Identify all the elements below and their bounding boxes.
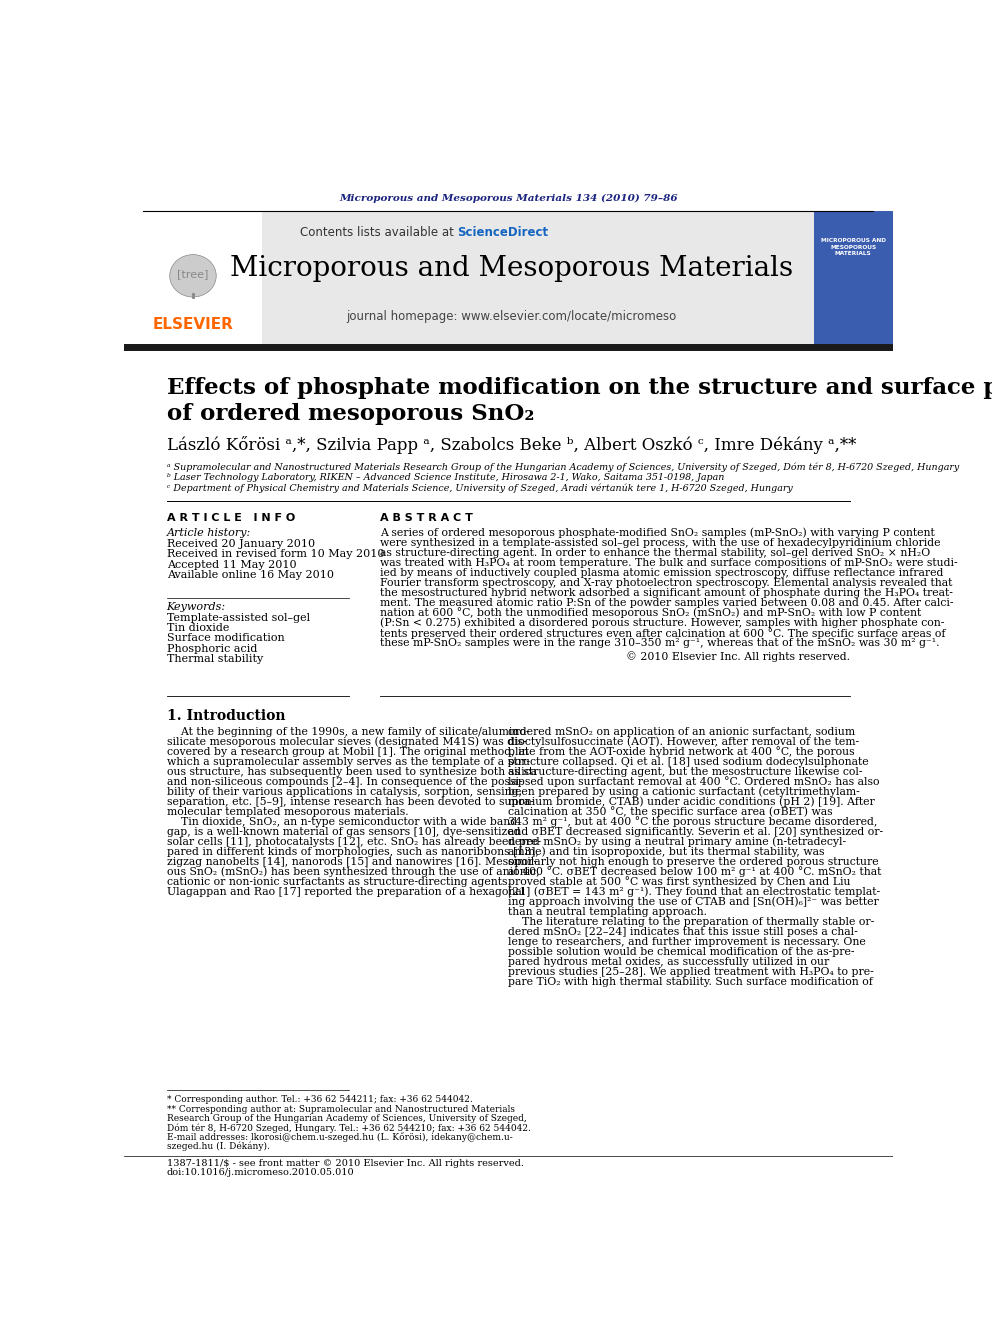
Text: Thermal stability: Thermal stability xyxy=(167,655,263,664)
Text: solar cells [11], photocatalysts [12], etc. SnO₂ has already been pre-: solar cells [11], photocatalysts [12], e… xyxy=(167,836,541,847)
Text: journal homepage: www.elsevier.com/locate/micromeso: journal homepage: www.elsevier.com/locat… xyxy=(346,310,677,323)
Bar xyxy=(124,212,262,345)
Text: separation, etc. [5–9], intense research has been devoted to supra-: separation, etc. [5–9], intense research… xyxy=(167,796,534,807)
Text: these mP-SnO₂ samples were in the range 310–350 m² g⁻¹, whereas that of the mSnO: these mP-SnO₂ samples were in the range … xyxy=(380,638,939,648)
Text: (P:Sn < 0.275) exhibited a disordered porous structure. However, samples with hi: (P:Sn < 0.275) exhibited a disordered po… xyxy=(380,618,944,628)
Text: silicate mesoporous molecular sieves (designated M41S) was dis-: silicate mesoporous molecular sieves (de… xyxy=(167,737,527,747)
Text: E-mail addresses: lkorosi@chem.u-szeged.hu (L. Kőrösi), idekany@chem.u-: E-mail addresses: lkorosi@chem.u-szeged.… xyxy=(167,1132,513,1142)
Text: calcination at 350 °C, the specific surface area (σBET) was: calcination at 350 °C, the specific surf… xyxy=(509,806,833,818)
Text: Research Group of the Hungarian Academy of Sciences, University of Szeged,: Research Group of the Hungarian Academy … xyxy=(167,1114,527,1123)
Bar xyxy=(813,212,893,345)
Text: Microporous and Mesoporous Materials: Microporous and Mesoporous Materials xyxy=(230,255,793,282)
Text: ous SnO₂ (mSnO₂) has been synthesized through the use of anionic,: ous SnO₂ (mSnO₂) has been synthesized th… xyxy=(167,867,540,877)
Ellipse shape xyxy=(170,254,216,296)
Text: the mesostructured hybrid network adsorbed a significant amount of phosphate dur: the mesostructured hybrid network adsorb… xyxy=(380,587,952,598)
Text: previous studies [25–28]. We applied treatment with H₃PO₄ to pre-: previous studies [25–28]. We applied tre… xyxy=(509,967,874,976)
Text: MICROPOROUS AND
MESOPOROUS
MATERIALS: MICROPOROUS AND MESOPOROUS MATERIALS xyxy=(820,238,886,257)
Bar xyxy=(124,212,893,345)
Text: At the beginning of the 1990s, a new family of silicate/alumino-: At the beginning of the 1990s, a new fam… xyxy=(167,726,529,737)
Text: Template-assisted sol–gel: Template-assisted sol–gel xyxy=(167,613,310,623)
Text: Received in revised form 10 May 2010: Received in revised form 10 May 2010 xyxy=(167,549,384,560)
Text: which a supramolecular assembly serves as the template of a por-: which a supramolecular assembly serves a… xyxy=(167,757,530,766)
Text: Available online 16 May 2010: Available online 16 May 2010 xyxy=(167,570,333,579)
Text: cationic or non-ionic surfactants as structure-directing agents.: cationic or non-ionic surfactants as str… xyxy=(167,877,511,886)
Text: of ordered mesoporous SnO₂: of ordered mesoporous SnO₂ xyxy=(167,404,534,426)
Text: © 2010 Elsevier Inc. All rights reserved.: © 2010 Elsevier Inc. All rights reserved… xyxy=(626,651,850,662)
Text: nation at 600 °C, both the unmodified mesoporous SnO₂ (mSnO₂) and mP-SnO₂ with l: nation at 600 °C, both the unmodified me… xyxy=(380,607,921,618)
Text: monium bromide, CTAB) under acidic conditions (pH 2) [19]. After: monium bromide, CTAB) under acidic condi… xyxy=(509,796,875,807)
Text: A B S T R A C T: A B S T R A C T xyxy=(380,512,472,523)
Text: lapsed upon surfactant removal at 400 °C. Ordered mSnO₂ has also: lapsed upon surfactant removal at 400 °C… xyxy=(509,777,880,787)
Text: lenge to researchers, and further improvement is necessary. One: lenge to researchers, and further improv… xyxy=(509,937,866,947)
Text: Microporous and Mesoporous Materials 134 (2010) 79–86: Microporous and Mesoporous Materials 134… xyxy=(339,194,678,204)
Text: proved stable at 500 °C was first synthesized by Chen and Liu: proved stable at 500 °C was first synthe… xyxy=(509,876,851,888)
Text: dered mSnO₂ by using a neutral primary amine (n-tetradecyl-: dered mSnO₂ by using a neutral primary a… xyxy=(509,836,846,847)
Text: Surface modification: Surface modification xyxy=(167,634,285,643)
Text: Contents lists available at: Contents lists available at xyxy=(300,226,457,239)
Text: 343 m² g⁻¹, but at 400 °C the porous structure became disordered,: 343 m² g⁻¹, but at 400 °C the porous str… xyxy=(509,816,878,827)
Text: * Corresponding author. Tel.: +36 62 544211; fax: +36 62 544042.: * Corresponding author. Tel.: +36 62 544… xyxy=(167,1095,472,1105)
Text: and non-siliceous compounds [2–4]. In consequence of the possi-: and non-siliceous compounds [2–4]. In co… xyxy=(167,777,522,787)
Text: Phosphoric acid: Phosphoric acid xyxy=(167,644,257,654)
Text: ScienceDirect: ScienceDirect xyxy=(457,226,549,239)
Text: ᵇ Laser Technology Laboratory, RIKEN – Advanced Science Institute, Hirosawa 2-1,: ᵇ Laser Technology Laboratory, RIKEN – A… xyxy=(167,474,724,482)
Text: pared in different kinds of morphologies, such as nanoribbons [13],: pared in different kinds of morphologies… xyxy=(167,847,539,857)
Text: as structure-directing agent. In order to enhance the thermal stability, sol–gel: as structure-directing agent. In order t… xyxy=(380,548,930,558)
Text: possible solution would be chemical modification of the as-pre-: possible solution would be chemical modi… xyxy=(509,947,855,957)
Text: ing approach involving the use of CTAB and [Sn(OH)₆]²⁻ was better: ing approach involving the use of CTAB a… xyxy=(509,897,879,908)
Text: ** Corresponding author at: Supramolecular and Nanostructured Materials: ** Corresponding author at: Supramolecul… xyxy=(167,1105,515,1114)
Bar xyxy=(124,344,893,352)
Text: Keywords:: Keywords: xyxy=(167,602,226,613)
Text: structure collapsed. Qi et al. [18] used sodium dodecylsulphonate: structure collapsed. Qi et al. [18] used… xyxy=(509,757,869,766)
Text: ied by means of inductively coupled plasma atomic emission spectroscopy, diffuse: ied by means of inductively coupled plas… xyxy=(380,568,943,578)
Text: Fourier transform spectroscopy, and X-ray photoelectron spectroscopy. Elemental : Fourier transform spectroscopy, and X-ra… xyxy=(380,578,952,587)
Text: covered by a research group at Mobil [1]. The original method, in: covered by a research group at Mobil [1]… xyxy=(167,746,529,757)
Text: pare TiO₂ with high thermal stability. Such surface modification of: pare TiO₂ with high thermal stability. S… xyxy=(509,976,873,987)
Text: than a neutral templating approach.: than a neutral templating approach. xyxy=(509,906,707,917)
Text: molecular templated mesoporous materials.: molecular templated mesoporous materials… xyxy=(167,807,409,816)
Text: at 400 °C. σBET decreased below 100 m² g⁻¹ at 400 °C. mSnO₂ that: at 400 °C. σBET decreased below 100 m² g… xyxy=(509,867,882,877)
Text: Tin dioxide, SnO₂, an n-type semiconductor with a wide band: Tin dioxide, SnO₂, an n-type semiconduct… xyxy=(167,816,517,827)
Text: Ulagappan and Rao [17] reported the preparation of a hexagonal: Ulagappan and Rao [17] reported the prep… xyxy=(167,886,525,897)
Text: amine) and tin isopropoxide, but its thermal stability, was: amine) and tin isopropoxide, but its the… xyxy=(509,847,825,857)
Text: ordered mSnO₂ on application of an anionic surfactant, sodium: ordered mSnO₂ on application of an anion… xyxy=(509,726,855,737)
Text: [21] (σBET = 143 m² g⁻¹). They found that an electrostatic templat-: [21] (σBET = 143 m² g⁻¹). They found tha… xyxy=(509,886,881,897)
Text: zigzag nanobelts [14], nanorods [15] and nanowires [16]. Mesopor-: zigzag nanobelts [14], nanorods [15] and… xyxy=(167,857,537,867)
Text: was treated with H₃PO₄ at room temperature. The bulk and surface compositions of: was treated with H₃PO₄ at room temperatu… xyxy=(380,558,957,568)
Text: pared hydrous metal oxides, as successfully utilized in our: pared hydrous metal oxides, as successfu… xyxy=(509,957,829,967)
Text: Effects of phosphate modification on the structure and surface properties: Effects of phosphate modification on the… xyxy=(167,377,992,400)
Text: were synthesized in a template-assisted sol–gel process, with the use of hexadec: were synthesized in a template-assisted … xyxy=(380,538,940,548)
Text: Accepted 11 May 2010: Accepted 11 May 2010 xyxy=(167,560,297,569)
Text: bility of their various applications in catalysis, sorption, sensing,: bility of their various applications in … xyxy=(167,787,522,796)
Text: A series of ordered mesoporous phosphate-modified SnO₂ samples (mP-SnO₂) with va: A series of ordered mesoporous phosphate… xyxy=(380,528,934,538)
Text: Article history:: Article history: xyxy=(167,528,251,538)
Text: szeged.hu (I. Dékány).: szeged.hu (I. Dékány). xyxy=(167,1142,270,1151)
Text: [tree]: [tree] xyxy=(178,270,208,279)
Text: doi:10.1016/j.micromeso.2010.05.010: doi:10.1016/j.micromeso.2010.05.010 xyxy=(167,1168,354,1177)
Text: ous structure, has subsequently been used to synthesize both silica: ous structure, has subsequently been use… xyxy=(167,767,537,777)
Text: A R T I C L E   I N F O: A R T I C L E I N F O xyxy=(167,512,295,523)
Text: been prepared by using a cationic surfactant (cetyltrimethylam-: been prepared by using a cationic surfac… xyxy=(509,786,860,796)
Text: gap, is a well-known material of gas sensors [10], dye-sensitized: gap, is a well-known material of gas sen… xyxy=(167,827,520,836)
Text: plate from the AOT-oxide hybrid network at 400 °C, the porous: plate from the AOT-oxide hybrid network … xyxy=(509,746,855,757)
Text: tents preserved their ordered structures even after calcination at 600 °C. The s: tents preserved their ordered structures… xyxy=(380,627,945,639)
Text: 1387-1811/$ - see front matter © 2010 Elsevier Inc. All rights reserved.: 1387-1811/$ - see front matter © 2010 El… xyxy=(167,1159,524,1168)
Text: ᶜ Department of Physical Chemistry and Materials Science, University of Szeged, : ᶜ Department of Physical Chemistry and M… xyxy=(167,484,793,493)
Text: László Kőrösi ᵃ,*, Szilvia Papp ᵃ, Szabolcs Beke ᵇ, Albert Oszkó ᶜ, Imre Dékány : László Kőrösi ᵃ,*, Szilvia Papp ᵃ, Szabo… xyxy=(167,437,856,454)
Text: Tin dioxide: Tin dioxide xyxy=(167,623,229,634)
Text: ᵃ Supramolecular and Nanostructured Materials Research Group of the Hungarian Ac: ᵃ Supramolecular and Nanostructured Mate… xyxy=(167,462,959,471)
Text: dered mSnO₂ [22–24] indicates that this issue still poses a chal-: dered mSnO₂ [22–24] indicates that this … xyxy=(509,927,858,937)
Text: similarly not high enough to preserve the ordered porous structure: similarly not high enough to preserve th… xyxy=(509,857,879,867)
Text: ment. The measured atomic ratio P:Sn of the powder samples varied between 0.08 a: ment. The measured atomic ratio P:Sn of … xyxy=(380,598,953,609)
Text: as structure-directing agent, but the mesostructure likewise col-: as structure-directing agent, but the me… xyxy=(509,767,863,777)
Text: Received 20 January 2010: Received 20 January 2010 xyxy=(167,538,314,549)
Text: ELSEVIER: ELSEVIER xyxy=(153,316,233,332)
Text: 1. Introduction: 1. Introduction xyxy=(167,709,285,724)
Text: and σBET decreased significantly. Severin et al. [20] synthesized or-: and σBET decreased significantly. Severi… xyxy=(509,827,884,836)
Text: The literature relating to the preparation of thermally stable or-: The literature relating to the preparati… xyxy=(509,917,875,927)
Text: Dóm tér 8, H-6720 Szeged, Hungary. Tel.: +36 62 544210; fax: +36 62 544042.: Dóm tér 8, H-6720 Szeged, Hungary. Tel.:… xyxy=(167,1123,531,1132)
Text: dioctylsulfosuccinate (AOT). However, after removal of the tem-: dioctylsulfosuccinate (AOT). However, af… xyxy=(509,737,859,747)
